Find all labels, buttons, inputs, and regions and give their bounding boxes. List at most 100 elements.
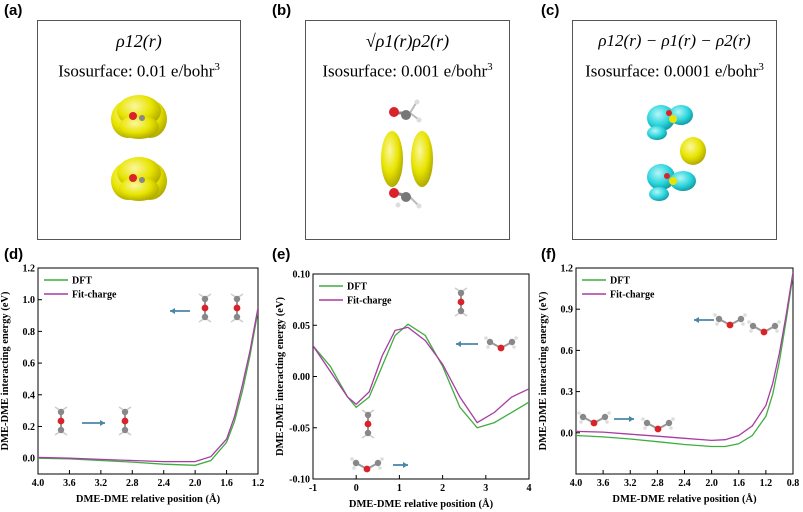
plot-frame: [312, 273, 530, 480]
arrow-icon: [170, 308, 190, 314]
series-line-fit-charge: [38, 307, 258, 463]
plot-frame: [37, 267, 259, 475]
x-tick-label: 2.8: [651, 478, 664, 489]
x-axis-label: DME-DME relative position (Å): [612, 493, 757, 505]
arrow-icon: [82, 420, 105, 426]
series-line-fit-charge: [576, 271, 793, 442]
arrow-icon: [694, 317, 714, 323]
dme-molecule-icon: [577, 411, 611, 427]
legend-label: Fit-charge: [610, 290, 655, 301]
y-axis-label: DME-DME interacting energy (eV): [0, 291, 11, 450]
y-tick-label: 0.6: [23, 359, 36, 370]
dme-molecule-icon: [713, 313, 747, 329]
panel-label-f: (f): [541, 246, 556, 263]
y-tick-label: 0.2: [23, 422, 36, 433]
diff-center-yellow-c: [680, 137, 706, 165]
density-lobe-left-b: [381, 131, 403, 187]
dme-molecule-icon: [747, 320, 781, 336]
x-tick-label: 4.0: [570, 478, 583, 489]
x-tick-label: 3.6: [63, 478, 76, 489]
x-tick-label: 1.2: [760, 478, 773, 489]
x-tick-label: 0.8: [787, 478, 800, 489]
x-tick-label: 1.6: [733, 478, 746, 489]
legend-label: Fit-charge: [347, 296, 392, 307]
x-tick-label: 3: [483, 483, 488, 494]
panel-label-e: (e): [272, 246, 291, 263]
y-tick-label: 1.0: [23, 295, 36, 306]
x-tick-label: 4.0: [32, 478, 45, 489]
dme-molecule-icon: [198, 293, 212, 323]
y-tick-label: 0.05: [293, 321, 311, 332]
dme-molecule-icon: [230, 293, 244, 323]
chart-d: 4.0 3.6 3.2 2.8 2.4 2.0 1.6 1.2 0.0 0.2 0.4 0.6 0.8 1…: [0, 264, 265, 506]
panel-label-c: (c): [541, 2, 560, 19]
y-axis-label: DME-DME interacting energy (eV): [275, 297, 286, 456]
panel-label-a: (a): [4, 2, 23, 19]
y-tick-label: 0.4: [23, 390, 36, 401]
x-tick-label: 2.4: [678, 478, 691, 489]
molecule-blob-bottom-a: [111, 157, 167, 201]
dme-molecule-icon: [118, 406, 132, 436]
diff-top-c: [647, 105, 693, 140]
chart-e: -1 0 1 2 3 4 -0.10 -0.05 0.00 0.05 0.10 DME-DME rel…: [275, 270, 532, 511]
formula-c: ρ12(r) − ρ1(r) − ρ2(r): [598, 31, 751, 50]
series-line-fit-charge: [313, 326, 529, 424]
dme-molecule-icon: [361, 409, 375, 439]
molecule-bottom-b: [389, 188, 422, 209]
x-tick-label: 1.2: [252, 478, 265, 489]
legend-label: DFT: [72, 276, 92, 287]
x-tick-label: 0: [354, 483, 359, 494]
molecule-blob-top-a: [111, 95, 167, 139]
series-line-dft: [313, 323, 529, 429]
series-line-dft: [576, 274, 793, 448]
x-tick-label: 2.4: [157, 478, 170, 489]
formula-a: ρ12(r): [116, 31, 162, 51]
y-axis-label: DME-DME interacting energy (eV): [538, 291, 549, 450]
dme-molecule-icon: [484, 336, 518, 352]
formula-b: √ρ1(r)ρ2(r): [365, 31, 450, 51]
molecule-top-b: [389, 99, 422, 123]
y-tick-label: 0.00: [293, 372, 311, 383]
y-tick-label: 0.0: [561, 428, 574, 439]
panel-label-d: (d): [4, 246, 24, 263]
arrow-icon: [393, 462, 408, 468]
x-tick-label: 2: [440, 483, 445, 494]
x-tick-label: 4: [527, 483, 532, 494]
series-line-dft: [38, 310, 258, 466]
x-tick-label: 3.6: [597, 478, 610, 489]
chart-f: 4.0 3.6 3.2 2.8 2.4 2.0 1.6 1.2 0.8 0.0 0.3 0.6 0.9 1…: [538, 264, 800, 506]
panel-a-box: ρ12(r) Isosurface: 0.01 e/bohr3: [37, 20, 241, 240]
y-tick-label: 0.3: [561, 387, 574, 398]
y-tick-label: -0.05: [289, 423, 310, 434]
y-tick-label: 1.2: [561, 264, 574, 275]
isosurface-a: Isosurface: 0.01 e/bohr3: [58, 61, 220, 81]
x-tick-label: 3.2: [624, 478, 637, 489]
isosurface-b: Isosurface: 0.001 e/bohr3: [322, 61, 493, 81]
legend-label: Fit-charge: [72, 290, 117, 301]
y-tick-label: 0.10: [293, 270, 311, 281]
legend-label: DFT: [347, 282, 367, 293]
x-tick-label: 1.6: [220, 478, 233, 489]
density-difference-c: [647, 105, 706, 201]
x-tick-label: 2.0: [189, 478, 202, 489]
panel-b-box: √ρ1(r)ρ2(r) Isosurface: 0.001 e/bohr3: [305, 20, 510, 240]
y-tick-label: 1.2: [23, 264, 36, 275]
y-tick-label: 0.6: [561, 346, 574, 357]
isosurface-c: Isosurface: 0.0001 e/bohr3: [585, 61, 764, 81]
y-tick-label: 0.9: [561, 305, 574, 316]
arrow-icon: [614, 416, 634, 422]
density-isosurface-b: [381, 99, 433, 209]
x-tick-label: 2.0: [705, 478, 718, 489]
arrow-icon: [456, 341, 478, 347]
dme-molecule-icon: [641, 417, 675, 433]
x-tick-label: 3.2: [95, 478, 108, 489]
legend-label: DFT: [610, 276, 630, 287]
y-tick-label: 0.8: [23, 327, 36, 338]
x-tick-label: 2.8: [126, 478, 139, 489]
diff-bottom-c: [647, 164, 696, 201]
y-tick-label: 0.0: [23, 454, 36, 465]
x-tick-label: 1: [397, 483, 402, 494]
x-axis-label: DME-DME relative position (Å): [349, 498, 494, 510]
dme-molecule-icon: [350, 457, 384, 473]
x-tick-label: -1: [309, 483, 317, 494]
